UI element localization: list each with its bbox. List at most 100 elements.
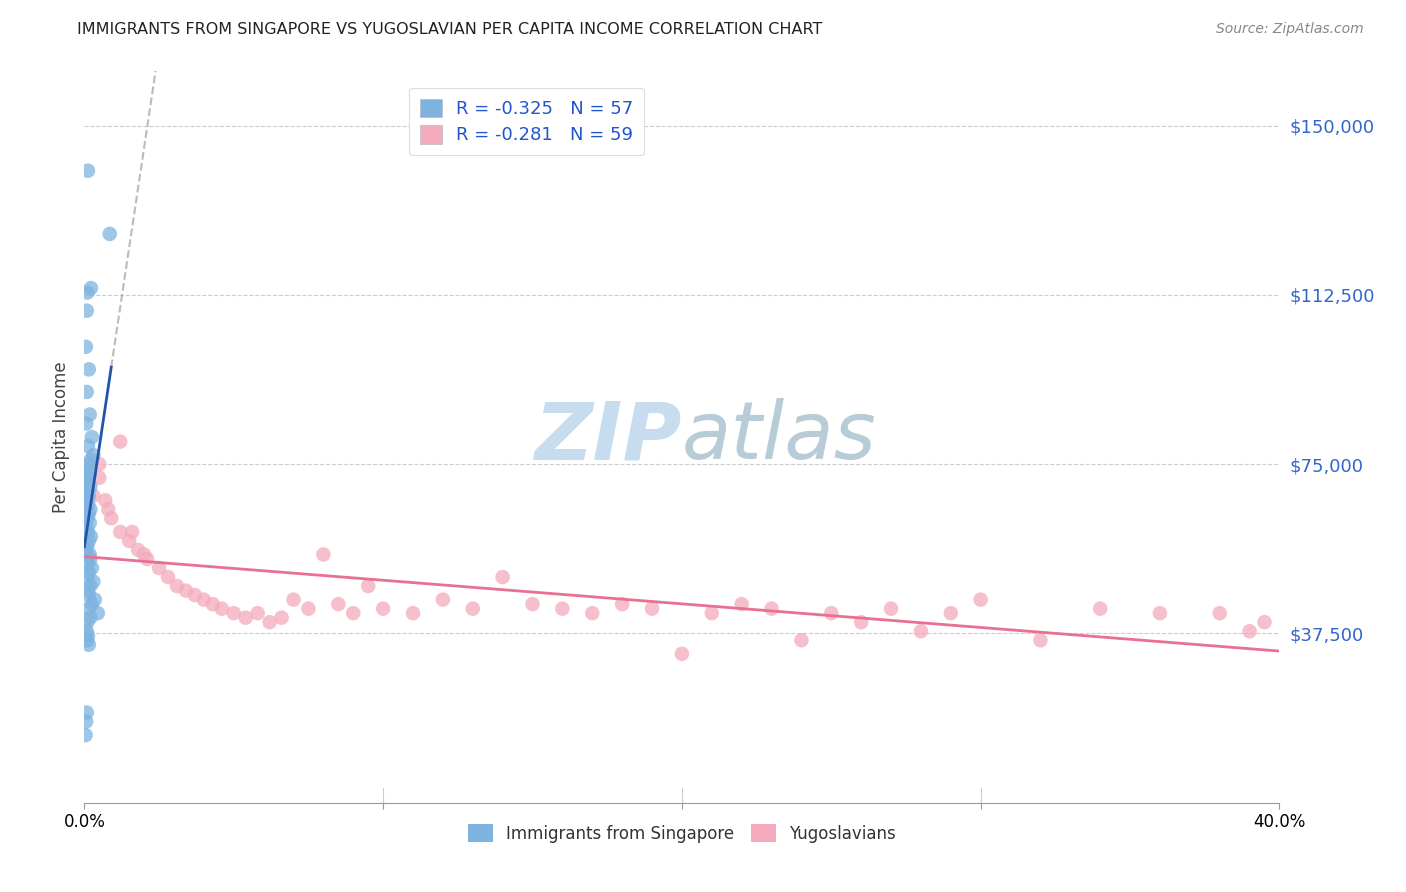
Point (75, 475, 97, 490)
Point (77, 457, 100, 471)
Point (76, 706, 98, 720)
Point (328, 597, 350, 611)
Point (270, 610, 292, 624)
Point (184, 588, 207, 602)
Point (77, 489, 100, 503)
Point (82, 448, 104, 462)
Text: atlas: atlas (682, 398, 877, 476)
Point (94, 493, 117, 508)
Point (522, 597, 544, 611)
Point (76, 624, 98, 639)
Point (432, 592, 454, 607)
Point (790, 633, 813, 648)
Point (77, 498, 100, 512)
Point (136, 552, 159, 566)
Point (75, 543, 97, 558)
Point (77, 601, 100, 615)
Point (76, 303, 98, 318)
Point (201, 597, 224, 611)
Text: IMMIGRANTS FROM SINGAPORE VS YUGOSLAVIAN PER CAPITA INCOME CORRELATION CHART: IMMIGRANTS FROM SINGAPORE VS YUGOSLAVIAN… (77, 22, 823, 37)
Point (222, 606, 245, 620)
Point (357, 579, 380, 593)
Point (79, 480, 101, 494)
Point (492, 570, 515, 584)
Point (612, 597, 634, 611)
Point (75, 714, 97, 729)
Point (77, 439, 100, 453)
Point (79, 408, 101, 422)
Point (76, 570, 98, 584)
Text: ZIP: ZIP (534, 398, 682, 476)
Point (77, 163, 100, 178)
Point (939, 606, 962, 620)
Point (970, 592, 993, 607)
Point (110, 434, 132, 449)
Point (77, 524, 100, 539)
Point (700, 606, 723, 620)
Point (76, 615, 98, 630)
Point (89, 457, 111, 471)
Point (1239, 624, 1261, 639)
Point (551, 601, 574, 615)
Point (77, 507, 100, 521)
Point (820, 606, 842, 620)
Point (76, 461, 98, 475)
Point (80, 561, 103, 575)
Point (79, 552, 101, 566)
Point (1149, 606, 1171, 620)
Point (89, 471, 111, 485)
Point (76, 538, 98, 552)
Point (118, 533, 141, 548)
Point (1253, 615, 1275, 630)
Point (97, 502, 120, 516)
Point (80, 597, 103, 611)
Point (402, 606, 425, 620)
Point (297, 601, 319, 615)
Point (461, 601, 484, 615)
Point (80, 281, 103, 295)
Point (211, 601, 233, 615)
Text: Source: ZipAtlas.com: Source: ZipAtlas.com (1216, 22, 1364, 37)
Point (83, 592, 105, 607)
Point (731, 597, 754, 611)
Point (77, 566, 100, 580)
Point (77, 557, 100, 571)
Point (79, 516, 101, 530)
Point (193, 592, 215, 607)
Point (259, 615, 281, 630)
Point (79, 466, 101, 480)
Point (76, 633, 98, 648)
Point (132, 548, 156, 562)
Point (1029, 633, 1052, 648)
Point (77, 471, 100, 485)
Point (77, 638, 100, 652)
Point (174, 583, 197, 598)
Point (76, 484, 98, 499)
Point (82, 489, 104, 503)
Point (283, 592, 305, 607)
Point (342, 606, 364, 620)
Point (75, 340, 97, 354)
Point (80, 452, 103, 467)
Point (76, 285, 98, 300)
Point (1090, 601, 1112, 615)
Point (910, 624, 932, 639)
Point (76, 493, 98, 508)
Point (75, 520, 97, 534)
Point (79, 610, 101, 624)
Y-axis label: Per Capita Income: Per Capita Income (52, 361, 70, 513)
Point (235, 610, 257, 624)
Point (80, 430, 103, 444)
Point (77, 533, 100, 548)
Point (761, 601, 783, 615)
Point (77, 362, 100, 376)
Point (110, 524, 132, 539)
Legend: Immigrants from Singapore, Yugoslavians: Immigrants from Singapore, Yugoslavians (461, 818, 903, 849)
Point (148, 561, 170, 575)
Point (581, 606, 603, 620)
Point (312, 548, 335, 562)
Point (75, 728, 97, 742)
Point (851, 615, 873, 630)
Point (79, 502, 101, 516)
Point (79, 548, 101, 562)
